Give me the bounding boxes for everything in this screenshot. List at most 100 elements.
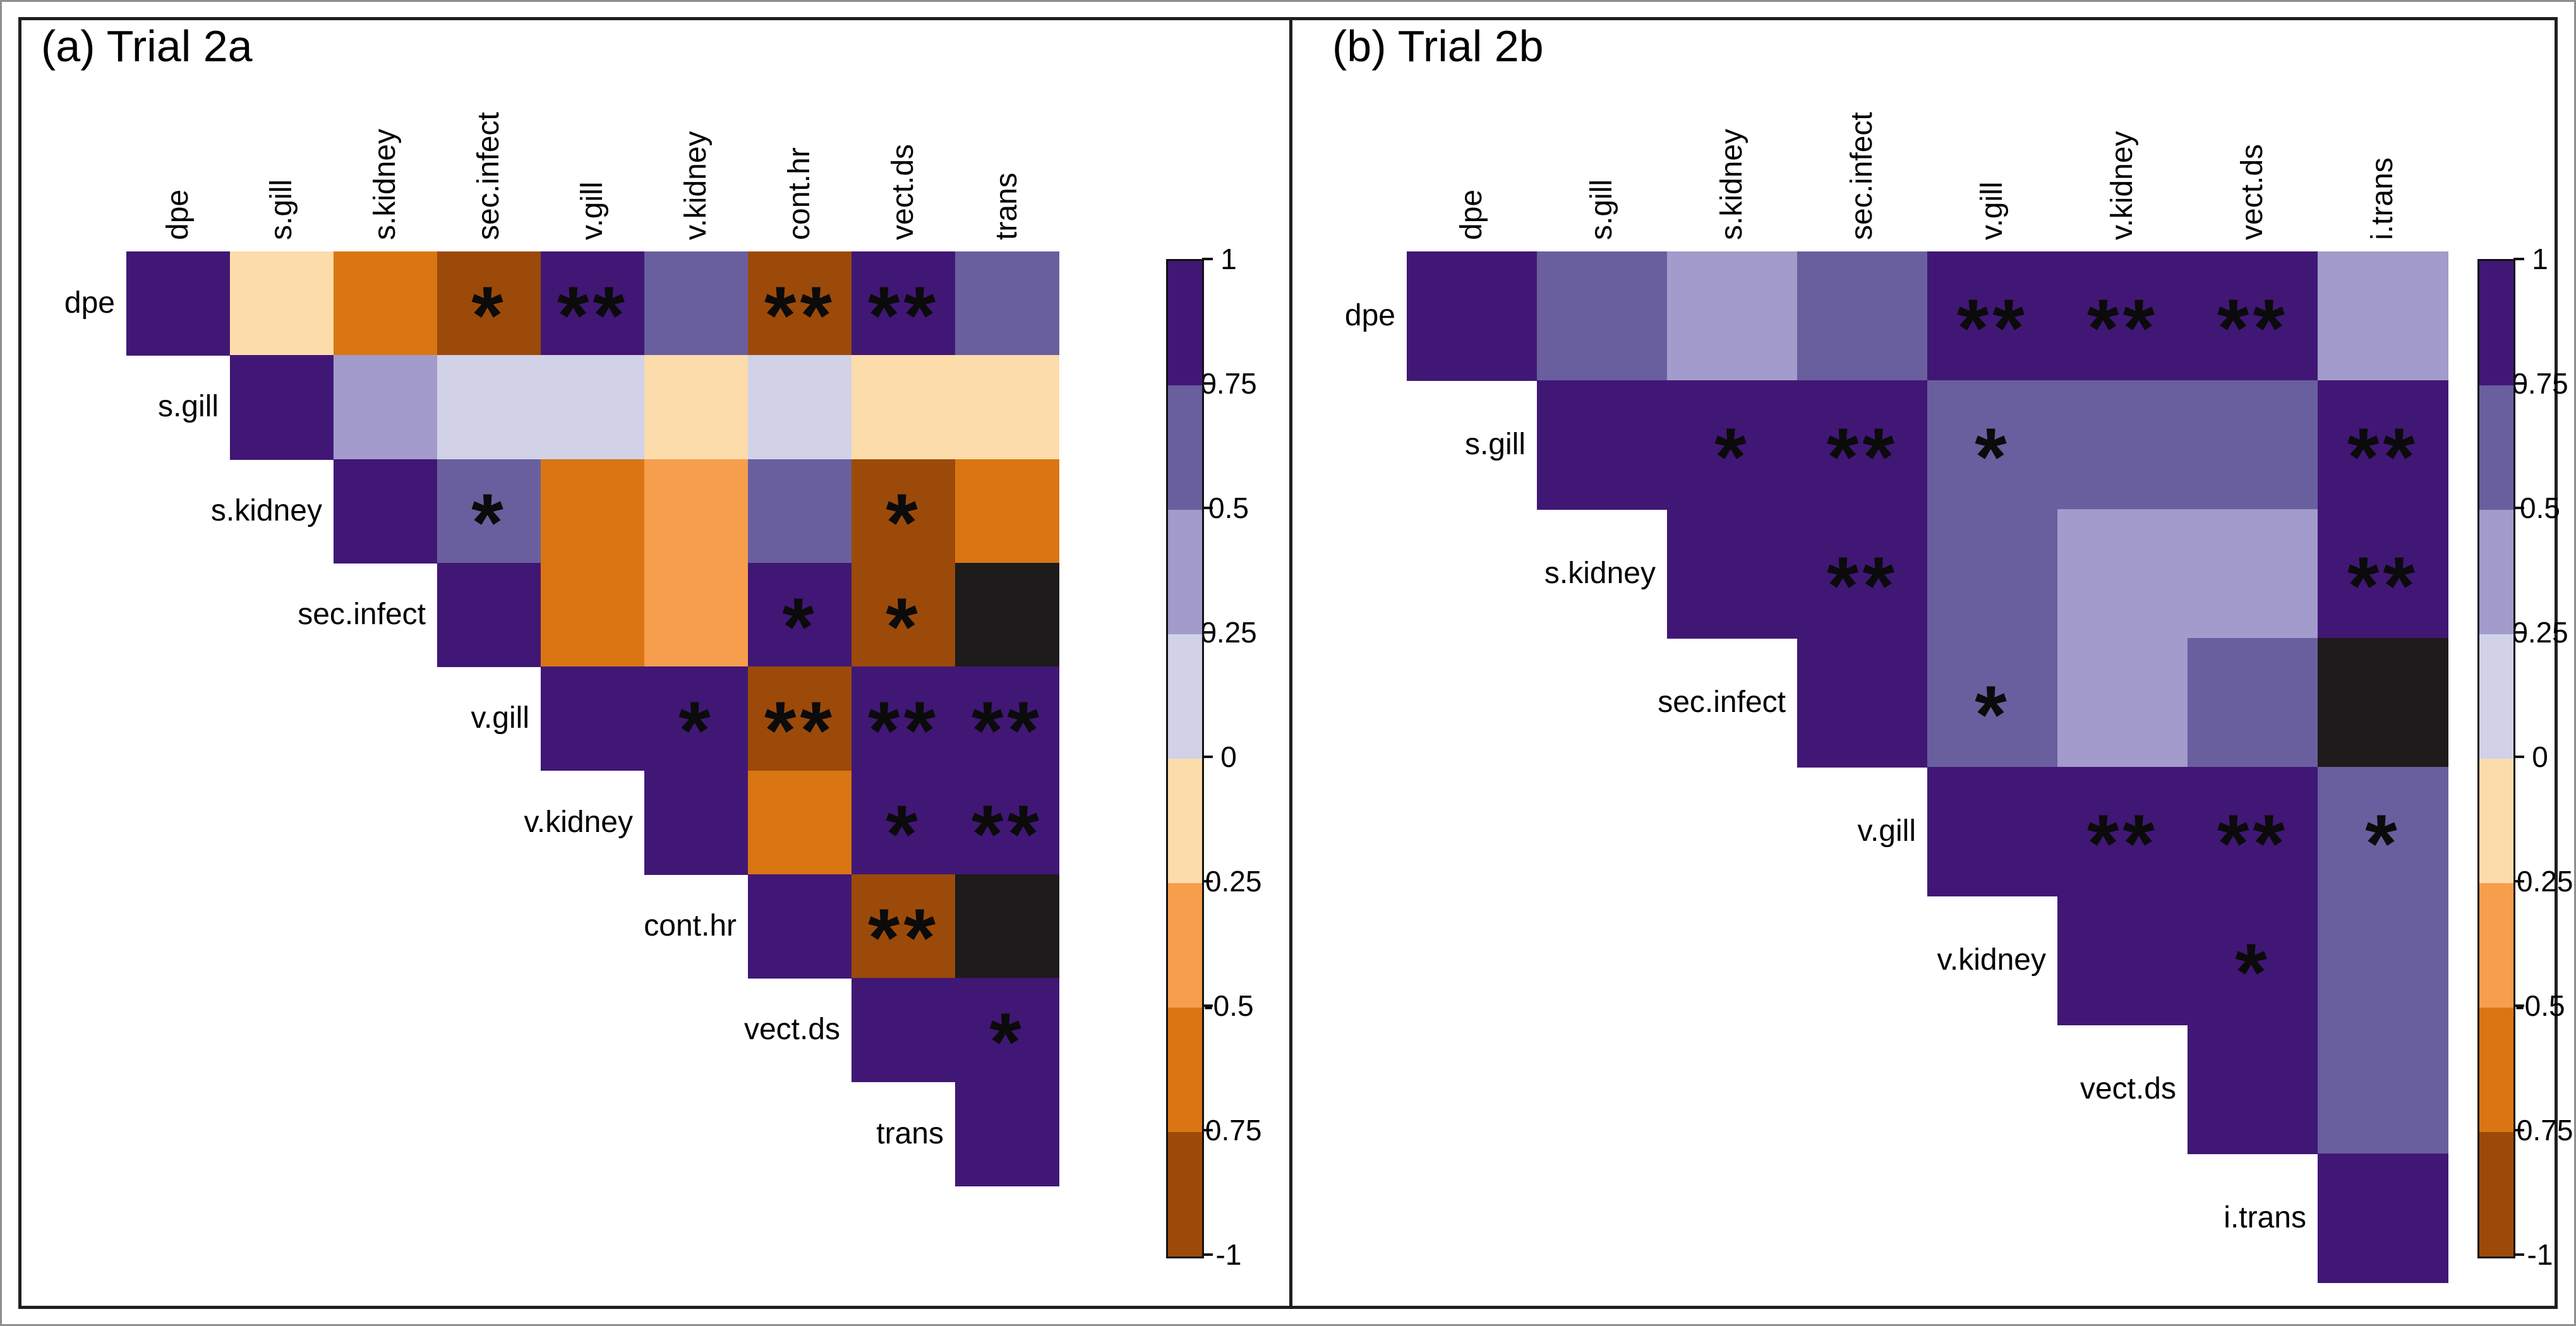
matrix-cell [2057,380,2188,510]
matrix-cell: ** [955,770,1059,880]
matrix-cell [541,666,645,771]
matrix-cell [334,355,438,460]
matrix-cell: ** [852,874,956,984]
colorbar-segment [1168,759,1202,883]
row-label: sec.infect [298,598,426,632]
column-label: s.gill [1585,179,1618,240]
figure-frame [18,17,2558,1309]
row-label: vect.ds [2079,1072,2176,1106]
matrix-cell: * [2318,767,2448,896]
matrix-cell [1667,251,1798,381]
column-label: s.gill [265,179,298,240]
colorbar-tick [1202,507,1213,509]
significance-marker: * [2365,797,2401,889]
matrix-cell: * [852,770,956,880]
matrix-cell: ** [955,666,1059,776]
significance-marker: * [886,580,922,673]
column-label: sec.infect [1845,112,1879,240]
significance-marker: * [2235,925,2271,1018]
colorbar-tick [2513,631,2524,634]
significance-marker: * [471,268,507,361]
significance-marker: * [886,476,922,569]
colorbar-tick [1202,1129,1213,1131]
significance-marker: ** [1956,281,2029,374]
colorbar-tick-label: 0 [1220,740,1237,773]
matrix-cell [2188,380,2318,510]
matrix-cell: * [2188,896,2318,1025]
matrix-cell [541,459,645,564]
matrix-cell [2318,1025,2448,1154]
colorbar-trial-2b [2477,259,2515,1258]
colorbar-tick [1202,1253,1213,1256]
colorbar-tick-label: -0.75 [1195,1114,1262,1147]
colorbar-tick-label: 0.5 [2520,491,2560,524]
matrix-cell: ** [748,251,852,361]
panel-b-title: (b) Trial 2b [1332,21,1544,71]
colorbar-tick-label: -1 [2527,1238,2553,1271]
colorbar-tick [2513,1129,2524,1131]
significance-marker: * [886,788,922,881]
matrix-cell: ** [2057,251,2188,381]
significance-marker: ** [2217,797,2289,889]
matrix-cell: * [748,562,852,673]
matrix-cell [126,251,231,356]
matrix-cell: ** [1797,509,1928,639]
colorbar-trial-2a [1166,259,1204,1258]
colorbar-segment [1168,1132,1202,1257]
significance-marker: ** [2347,539,2419,632]
matrix-cell: * [1667,380,1798,510]
colorbar-segment [2479,385,2513,510]
matrix-cell [955,459,1059,564]
colorbar-segment [2479,883,2513,1008]
colorbar-tick [2513,1253,2524,1256]
matrix-cell [644,770,749,875]
significance-marker: ** [2347,410,2419,503]
significance-marker: * [678,684,714,776]
matrix-cell [1927,767,2058,896]
significance-marker: ** [2217,281,2289,374]
column-label: s.kidney [1715,128,1748,240]
matrix-cell: * [437,459,541,569]
matrix-cell [2057,638,2188,768]
significance-marker: ** [867,684,940,776]
row-label: s.kidney [210,493,322,527]
matrix-cell [2318,251,2448,381]
matrix-cell [334,459,438,564]
matrix-cell: ** [2188,767,2318,896]
significance-marker: ** [764,684,836,776]
matrix-cell [1797,638,1928,768]
matrix-cell: * [1927,380,2058,510]
matrix-cell: ** [2318,509,2448,639]
colorbar-segment [2479,634,2513,759]
significance-marker: ** [867,268,940,361]
significance-marker: ** [971,684,1044,776]
matrix-cell: ** [2188,251,2318,381]
matrix-cell: * [955,978,1059,1088]
colorbar-tick [2513,1004,2524,1007]
matrix-cell [644,251,749,356]
matrix-cell [230,251,334,356]
colorbar-tick-label: -0.5 [1203,989,1254,1022]
matrix-cell [955,1082,1059,1186]
significance-marker: * [1975,410,2011,503]
colorbar-tick-label: 0.75 [1200,367,1257,400]
colorbar-tick [1202,880,1213,883]
matrix-cell [1407,251,1538,381]
colorbar-tick-label: 0.25 [2512,616,2568,649]
matrix-cell [2057,509,2188,639]
colorbar-tick-label: -0.25 [2507,865,2573,898]
colorbar-tick [1202,382,1213,385]
matrix-cell: ** [852,251,956,361]
matrix-cell [1797,251,1928,381]
column-label: v.gill [1975,181,2009,240]
matrix-cell: * [644,666,749,776]
significance-marker: * [1714,410,1750,503]
column-label: vect.ds [886,143,920,240]
row-label: sec.infect [1658,685,1786,719]
matrix-cell: ** [748,666,852,776]
colorbar-tick [1202,756,1213,758]
significance-marker: ** [1826,539,1899,632]
row-label: cont.hr [644,908,737,943]
colorbar-segment [2479,1132,2513,1257]
